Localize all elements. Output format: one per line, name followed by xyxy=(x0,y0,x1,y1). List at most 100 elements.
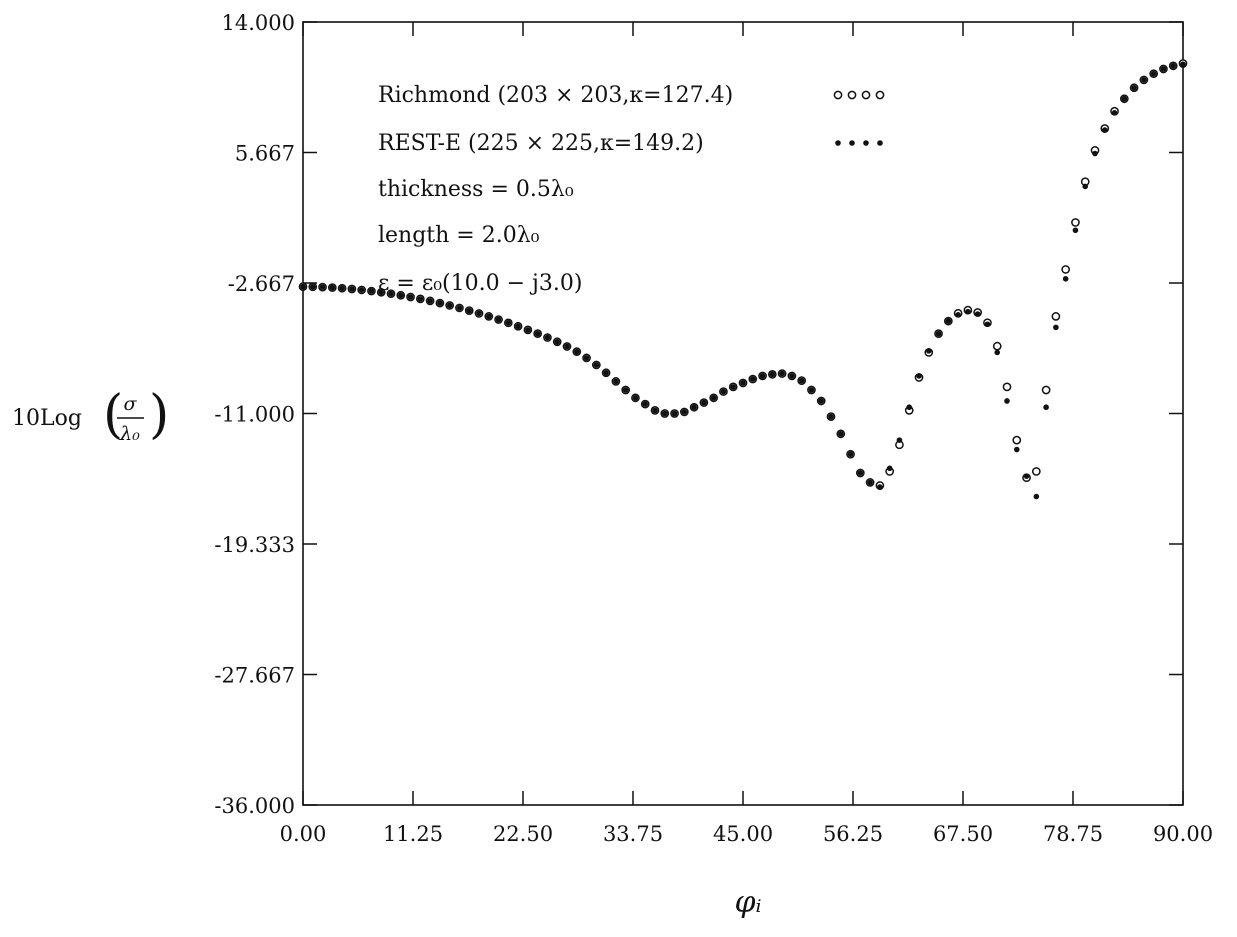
y-axis-title-left-paren: ( xyxy=(103,385,123,445)
x-tick-label: 11.25 xyxy=(383,822,443,846)
legend-marker-rest-e xyxy=(863,140,869,146)
data-point-rest-e xyxy=(935,330,942,337)
data-point-rest-e xyxy=(974,311,981,317)
data-point-rest-e xyxy=(828,413,834,420)
data-point-rest-e xyxy=(564,343,570,350)
data-point-rest-e xyxy=(886,465,893,472)
y-axis-title: 10Log ( σ λ₀ ) xyxy=(12,385,169,445)
data-point-rest-e xyxy=(456,305,463,311)
data-point-rest-e xyxy=(515,323,521,330)
data-point-rest-e xyxy=(818,398,825,404)
x-tick-label: 67.50 xyxy=(933,822,993,846)
legend-marker-richmond xyxy=(833,90,843,100)
data-point-rest-e xyxy=(808,387,815,393)
data-point-rest-e xyxy=(945,318,952,324)
data-point-rest-e xyxy=(339,285,345,292)
x-tick-label: 22.50 xyxy=(493,822,553,846)
x-tick-labels: 0.00 11.25 22.50 33.75 45.00 56.25 67.50 78.75 9… xyxy=(280,822,1213,846)
data-points xyxy=(298,59,1188,500)
data-point-rest-e xyxy=(554,338,561,345)
data-point-rest-e xyxy=(740,380,746,386)
data-point-rest-e xyxy=(847,451,854,458)
data-point-rest-e xyxy=(867,479,873,486)
y-tick-label: -2.667 xyxy=(228,272,295,296)
data-point-richmond xyxy=(1051,312,1061,321)
data-point-rest-e xyxy=(544,334,551,341)
data-point-rest-e xyxy=(984,321,991,328)
data-point-rest-e xyxy=(446,302,453,309)
data-point-rest-e xyxy=(1004,398,1010,404)
y-axis-title-prefix: 10Log xyxy=(12,406,82,431)
data-point-rest-e xyxy=(583,355,590,361)
legend-symbol-richmond xyxy=(833,90,885,100)
data-point-rest-e xyxy=(534,330,541,337)
data-point-rest-e xyxy=(1131,84,1137,91)
data-point-rest-e xyxy=(417,296,424,302)
series-rest-e xyxy=(300,61,1186,500)
y-tick-label: -27.667 xyxy=(214,664,295,688)
data-point-rest-e xyxy=(1180,61,1186,68)
data-point-richmond xyxy=(992,341,1002,351)
annotation-permittivity: ε = ε₀(10.0 − j3.0) xyxy=(378,271,582,296)
data-point-rest-e xyxy=(466,307,473,314)
data-point-rest-e xyxy=(593,362,600,368)
data-point-rest-e xyxy=(896,437,903,443)
legend-marker-rest-e xyxy=(877,140,883,146)
legend-marker-richmond xyxy=(861,90,871,100)
data-point-rest-e xyxy=(906,404,913,411)
data-point-rest-e xyxy=(613,378,619,385)
data-point-rest-e xyxy=(642,401,649,407)
data-point-rest-e xyxy=(877,484,883,490)
data-point-rest-e xyxy=(798,377,805,384)
data-point-rest-e xyxy=(701,399,707,406)
legend-label-rest-e: REST-E (225 × 225,κ=149.2) xyxy=(378,131,704,156)
data-point-rest-e xyxy=(720,388,727,395)
data-point-rest-e xyxy=(505,320,512,326)
data-point-rest-e xyxy=(681,409,688,415)
data-point-rest-e xyxy=(779,370,785,377)
x-tick-label: 0.00 xyxy=(280,822,327,846)
data-point-rest-e xyxy=(437,300,443,306)
data-point-rest-e xyxy=(632,395,639,401)
data-point-rest-e xyxy=(769,371,776,378)
x-tick-label: 45.00 xyxy=(713,822,773,846)
data-point-rest-e xyxy=(1082,183,1089,190)
x-axis-title: φᵢ xyxy=(734,885,761,920)
data-point-rest-e xyxy=(368,288,375,294)
y-axis-title-denominator: λ₀ xyxy=(119,423,140,445)
data-point-rest-e xyxy=(1160,66,1167,72)
data-point-richmond xyxy=(1041,385,1051,395)
data-point-rest-e xyxy=(1013,446,1020,453)
data-point-rest-e xyxy=(965,308,971,315)
y-axis-title-numerator: σ xyxy=(124,393,138,415)
data-point-rest-e xyxy=(1150,70,1157,77)
data-point-rest-e xyxy=(652,407,658,414)
data-point-rest-e xyxy=(329,284,336,291)
data-point-rest-e xyxy=(691,404,697,411)
data-point-rest-e xyxy=(573,348,580,355)
data-point-rest-e xyxy=(1043,404,1049,411)
data-point-rest-e xyxy=(730,384,737,390)
data-point-rest-e xyxy=(485,313,492,320)
data-point-rest-e xyxy=(710,395,717,401)
data-point-rest-e xyxy=(955,312,961,318)
y-tick-label: 14.000 xyxy=(222,11,295,35)
data-point-rest-e xyxy=(1170,63,1177,69)
axis-ticks xyxy=(302,21,1184,806)
data-point-rest-e xyxy=(857,470,864,476)
data-point-rest-e xyxy=(1023,473,1030,479)
legend-label-richmond: Richmond (203 × 203,κ=127.4) xyxy=(378,83,733,108)
data-point-rest-e xyxy=(603,369,609,376)
data-point-rest-e xyxy=(1101,127,1108,133)
data-point-richmond xyxy=(1012,435,1022,445)
data-point-rest-e xyxy=(994,349,1001,356)
data-point-rest-e xyxy=(319,284,326,290)
y-tick-label: -19.333 xyxy=(214,533,295,557)
data-point-rest-e xyxy=(916,373,922,379)
legend-marker-richmond xyxy=(875,90,885,100)
data-point-rest-e xyxy=(749,376,756,382)
data-point-richmond xyxy=(1031,467,1041,476)
legend-marker-rest-e xyxy=(835,140,841,146)
x-tick-label: 56.25 xyxy=(823,822,883,846)
